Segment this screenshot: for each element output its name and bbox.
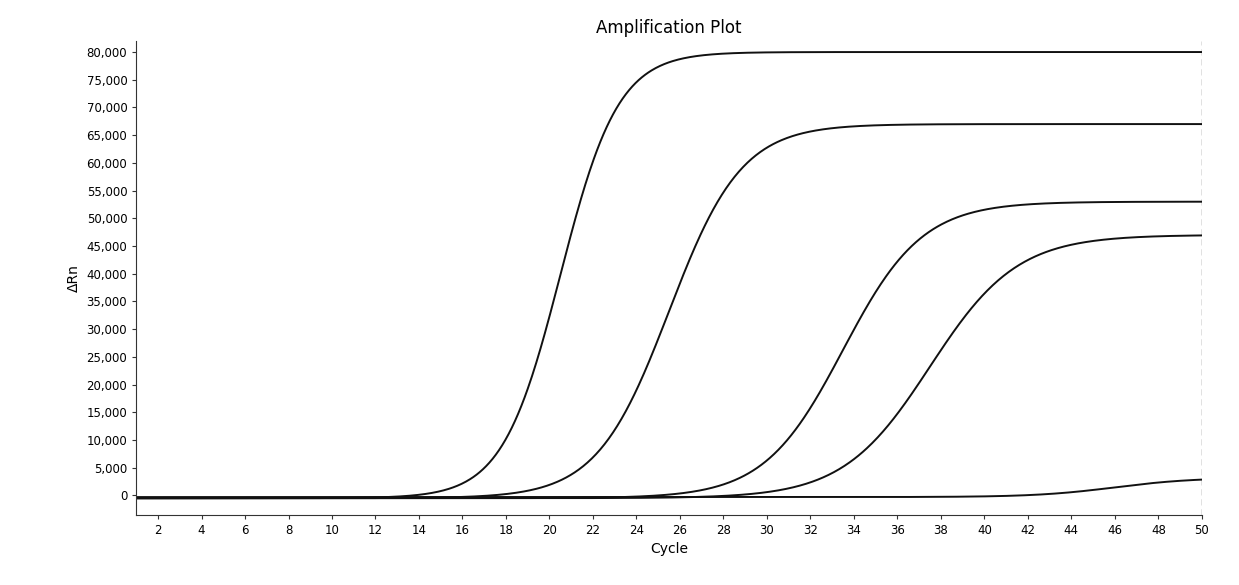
X-axis label: Cycle: Cycle — [650, 542, 688, 556]
Title: Amplification Plot: Amplification Plot — [596, 19, 742, 37]
Y-axis label: ΔRn: ΔRn — [67, 264, 81, 292]
